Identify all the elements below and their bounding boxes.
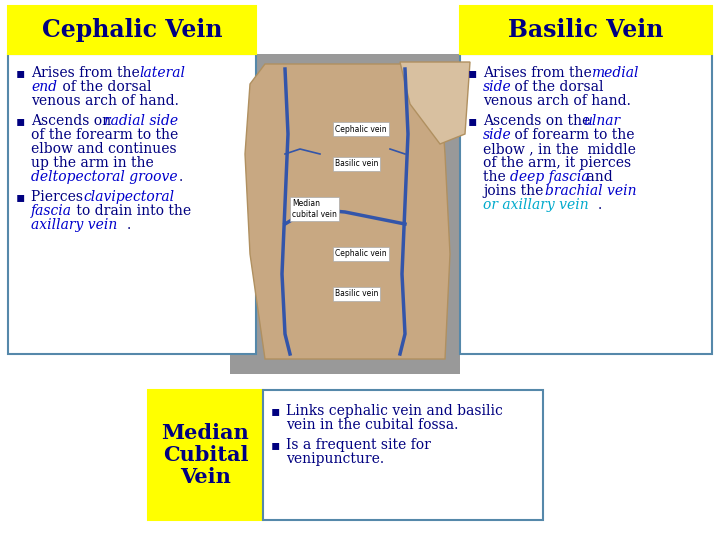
FancyBboxPatch shape: [263, 390, 543, 520]
Text: fascia: fascia: [31, 204, 72, 218]
Text: deltopectoral groove: deltopectoral groove: [31, 170, 178, 184]
Text: .: .: [598, 198, 602, 212]
Text: joins the: joins the: [483, 184, 548, 198]
Text: ▪: ▪: [16, 114, 25, 128]
Text: Median
Cubital
Vein: Median Cubital Vein: [161, 423, 249, 488]
Text: of the dorsal: of the dorsal: [58, 80, 151, 94]
Text: Is a frequent site for: Is a frequent site for: [286, 438, 431, 452]
Text: up the arm in the: up the arm in the: [31, 156, 154, 170]
Text: venous arch of hand.: venous arch of hand.: [31, 94, 179, 108]
Text: of the forearm to the: of the forearm to the: [31, 128, 179, 142]
Text: Median
cubital vein: Median cubital vein: [292, 199, 337, 219]
Text: ▪: ▪: [468, 66, 477, 80]
Text: of the arm, it pierces: of the arm, it pierces: [483, 156, 631, 170]
Text: side: side: [483, 80, 512, 94]
Text: Links cephalic vein and basilic: Links cephalic vein and basilic: [286, 404, 503, 418]
Text: elbow , in the  middle: elbow , in the middle: [483, 142, 636, 156]
Text: side: side: [483, 128, 512, 142]
Text: Cephalic vein: Cephalic vein: [335, 125, 387, 133]
Text: to drain into the: to drain into the: [72, 204, 191, 218]
Text: Pierces: Pierces: [31, 190, 87, 204]
Text: the: the: [483, 170, 510, 184]
Text: Basilic Vein: Basilic Vein: [508, 18, 664, 42]
Text: venipuncture.: venipuncture.: [286, 452, 384, 466]
FancyBboxPatch shape: [460, 6, 712, 54]
Text: Ascends on: Ascends on: [31, 114, 115, 128]
Text: radial side: radial side: [104, 114, 178, 128]
Text: Arises from the: Arises from the: [31, 66, 144, 80]
Text: Arises from the: Arises from the: [483, 66, 596, 80]
Text: end: end: [31, 80, 57, 94]
Text: vein in the cubital fossa.: vein in the cubital fossa.: [286, 418, 459, 432]
Text: of forearm to the: of forearm to the: [510, 128, 634, 142]
Text: medial: medial: [591, 66, 639, 80]
Text: ▪: ▪: [16, 66, 25, 80]
Text: Ascends on the: Ascends on the: [483, 114, 595, 128]
FancyBboxPatch shape: [230, 54, 460, 374]
FancyBboxPatch shape: [460, 54, 712, 354]
Text: .: .: [127, 218, 131, 232]
Text: Cephalic Vein: Cephalic Vein: [42, 18, 222, 42]
Text: Cephalic vein: Cephalic vein: [335, 249, 387, 259]
Text: venous arch of hand.: venous arch of hand.: [483, 94, 631, 108]
Text: ▪: ▪: [468, 114, 477, 128]
Text: lateral: lateral: [139, 66, 185, 80]
Text: of the dorsal: of the dorsal: [510, 80, 603, 94]
FancyBboxPatch shape: [148, 390, 263, 520]
Text: ▪: ▪: [271, 438, 280, 452]
Text: brachial vein: brachial vein: [545, 184, 636, 198]
Text: ulnar: ulnar: [583, 114, 620, 128]
Text: ▪: ▪: [16, 190, 25, 204]
Text: Basilic vein: Basilic vein: [335, 159, 379, 168]
FancyBboxPatch shape: [8, 6, 256, 54]
Text: clavipectoral: clavipectoral: [83, 190, 174, 204]
Text: or axillary vein: or axillary vein: [483, 198, 589, 212]
Text: elbow and continues: elbow and continues: [31, 142, 176, 156]
Text: and: and: [582, 170, 613, 184]
Polygon shape: [400, 62, 470, 144]
Text: Basilic vein: Basilic vein: [335, 289, 379, 299]
FancyBboxPatch shape: [8, 54, 256, 354]
Text: deep fascia: deep fascia: [510, 170, 590, 184]
Polygon shape: [245, 64, 450, 359]
Text: axillary vein: axillary vein: [31, 218, 117, 232]
Text: .: .: [179, 170, 184, 184]
Text: ▪: ▪: [271, 404, 280, 418]
